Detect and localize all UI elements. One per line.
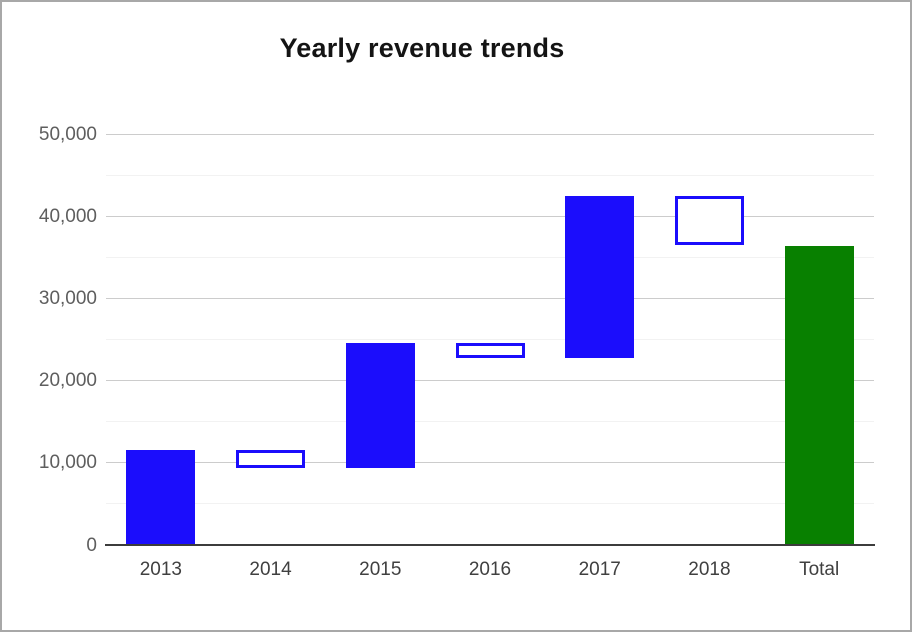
major-gridline-10000 [106,462,874,464]
y-axis-tick-label-0: 0 [86,534,97,556]
x-axis-category-label-2017: 2017 [578,559,621,580]
y-axis-tick-label-30,000: 30,000 [38,287,97,309]
x-axis-category-label-2018: 2018 [688,559,731,580]
waterfall-bar-2014[interactable] [236,450,306,468]
y-axis-tick-label-10,000: 10,000 [38,452,97,474]
y-axis-tick-label-40,000: 40,000 [38,205,97,227]
x-axis-category-label-total: Total [799,559,840,580]
waterfall-bar-2013[interactable] [126,450,196,545]
waterfall-bar-total[interactable] [784,245,854,545]
major-gridline-30000 [106,297,874,299]
minor-gridline-45000 [106,174,874,176]
major-gridline-20000 [106,380,874,382]
waterfall-bar-2015[interactable] [345,342,415,468]
waterfall-bar-2018[interactable] [674,196,744,245]
chart-title: Yearly revenue trends [279,33,565,63]
minor-gridline-15000 [106,421,874,423]
x-axis-category-label-2016: 2016 [468,559,512,580]
waterfall-bar-2017[interactable] [565,196,635,358]
x-axis-category-label-2015: 2015 [359,559,402,580]
y-axis-tick-label-50,000: 50,000 [38,123,97,145]
major-gridline-50000 [106,133,874,135]
minor-gridline-35000 [106,256,874,258]
waterfall-bar-2016[interactable] [455,342,525,358]
major-gridline-40000 [106,215,874,217]
x-axis-category-label-2014: 2014 [249,559,292,580]
x-axis-line [105,544,875,546]
minor-gridline-5000 [106,503,874,505]
minor-gridline-25000 [106,339,874,340]
x-axis-category-label-2013: 2013 [139,559,182,580]
y-axis-tick-label-20,000: 20,000 [38,370,97,392]
